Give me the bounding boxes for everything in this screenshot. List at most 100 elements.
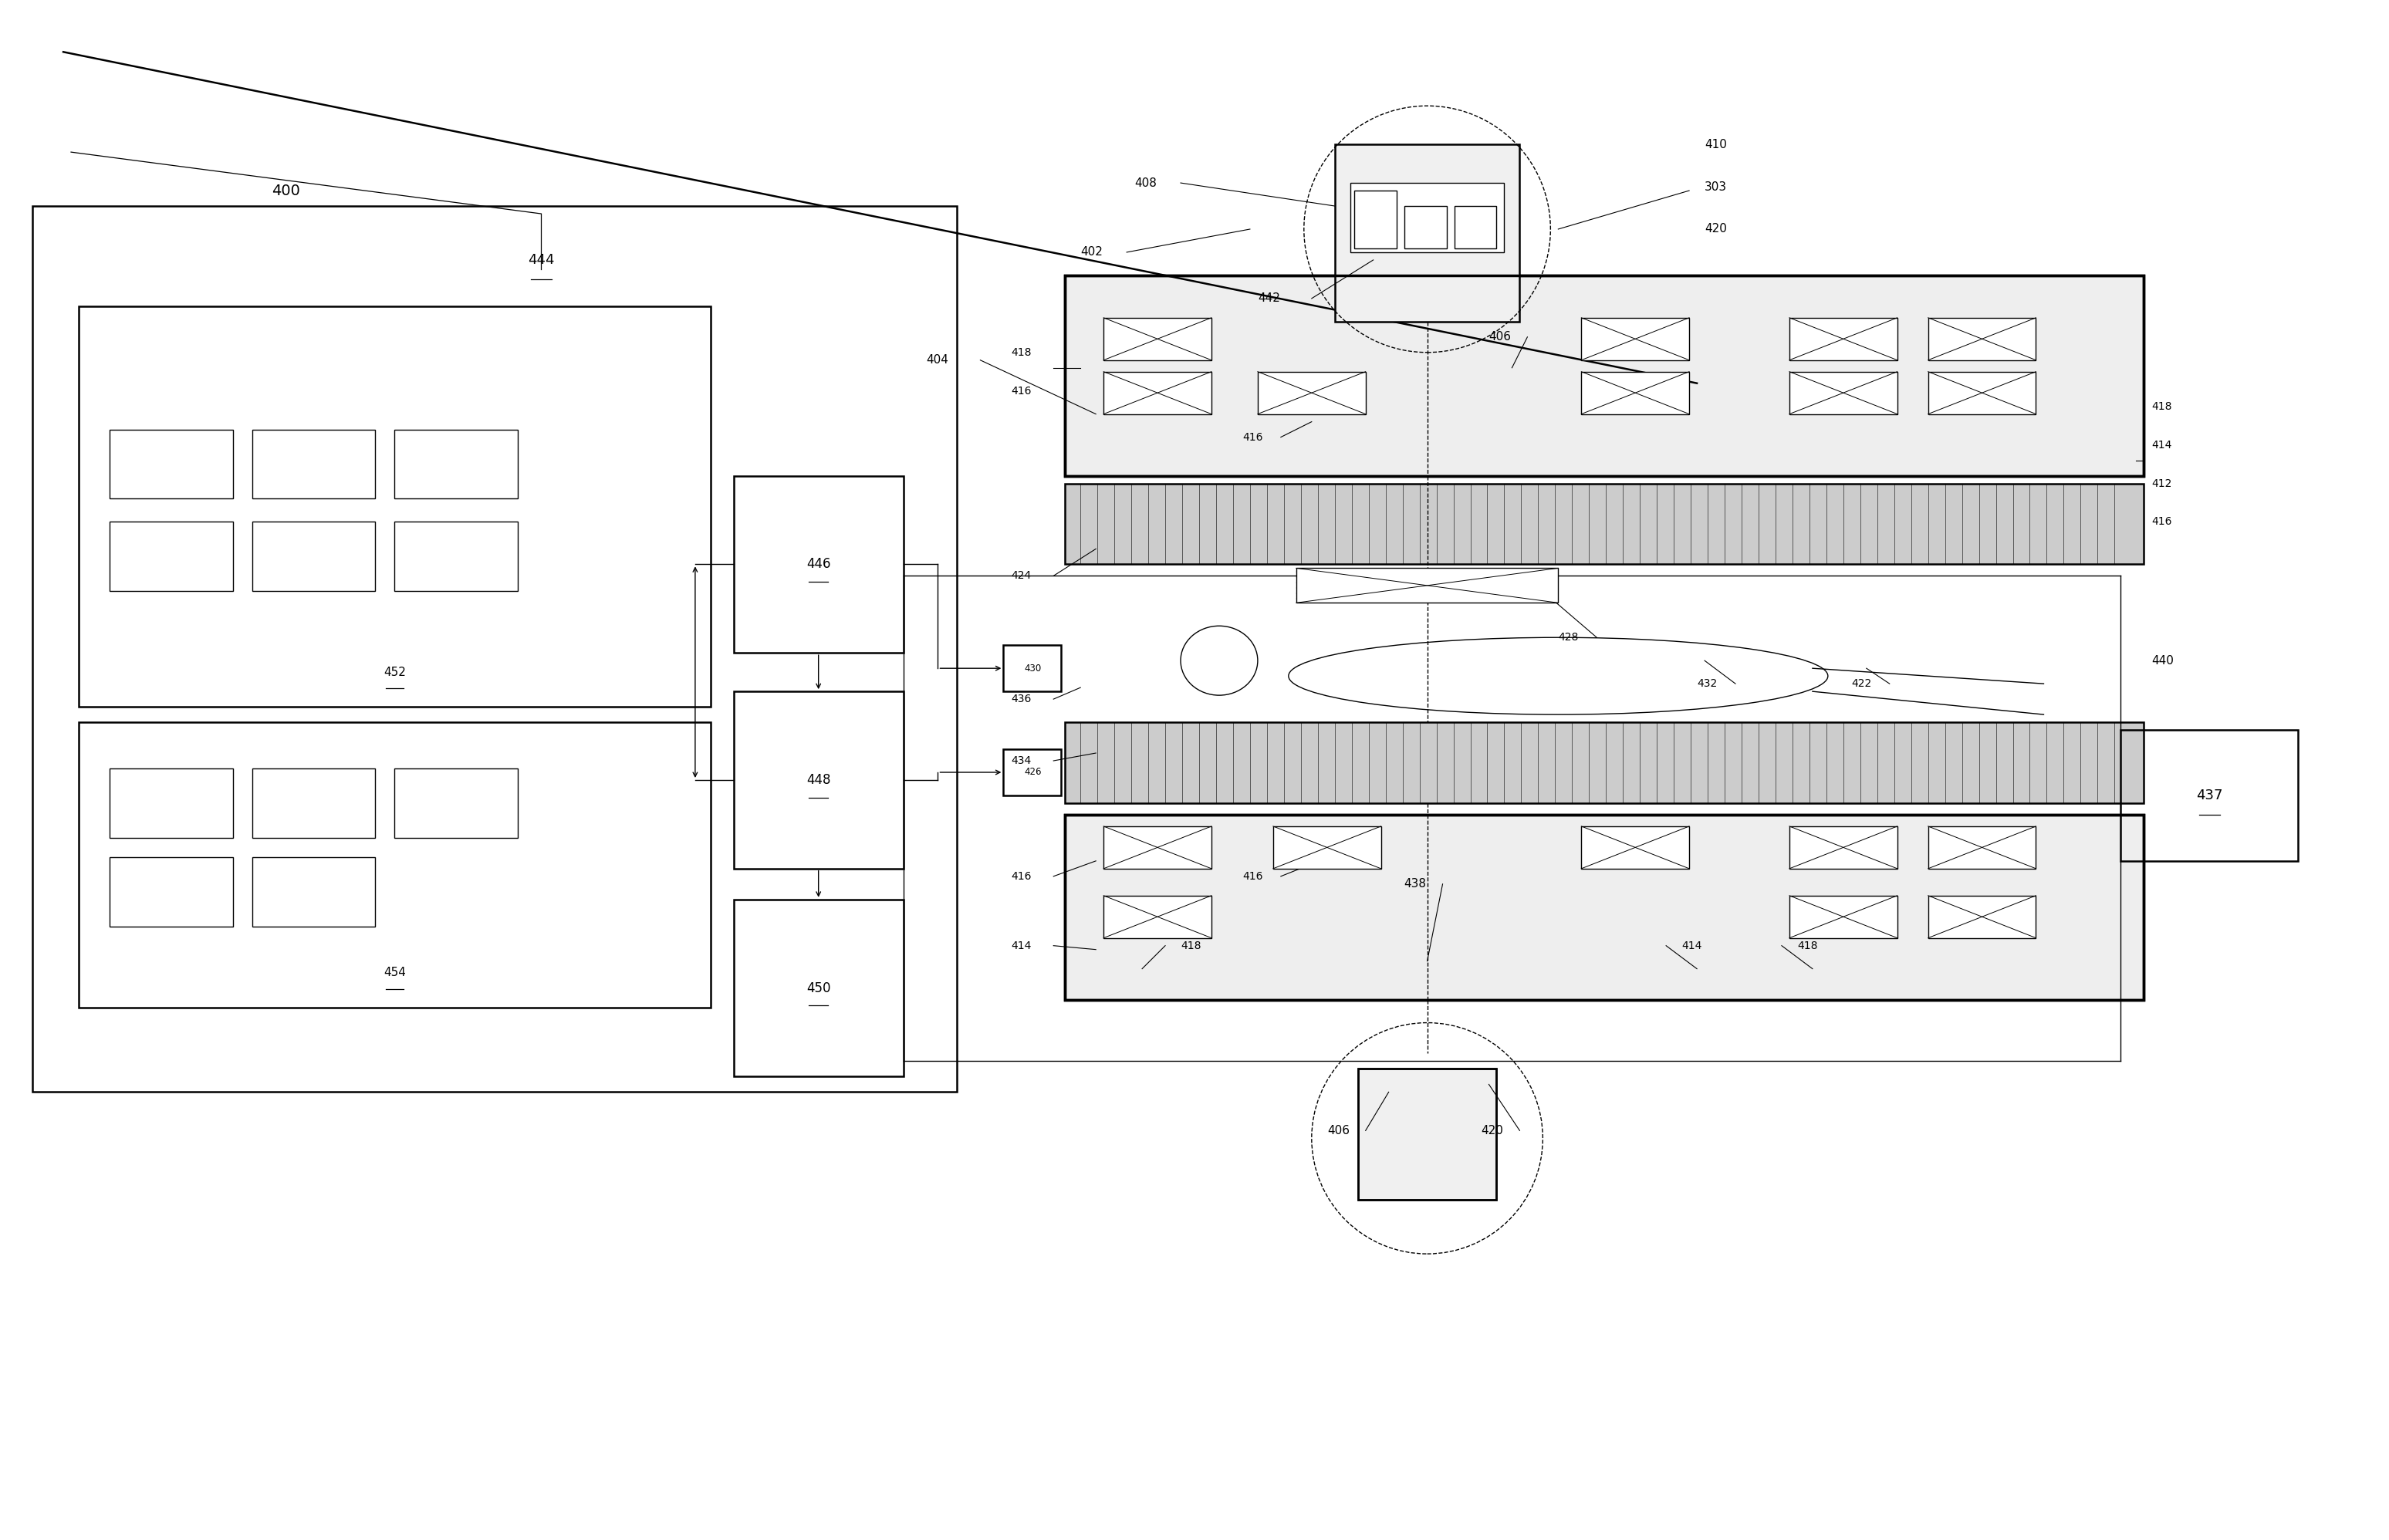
- Text: 464: 464: [303, 551, 323, 562]
- Text: 466: 466: [447, 551, 466, 562]
- Bar: [1065, 276, 2143, 476]
- Bar: [1928, 896, 2035, 938]
- Text: 436: 436: [1011, 693, 1032, 704]
- Bar: [733, 476, 903, 653]
- Text: 424: 424: [1011, 570, 1032, 581]
- Bar: [253, 768, 375, 838]
- Text: 404: 404: [927, 354, 948, 367]
- Bar: [1065, 484, 2143, 564]
- Text: 414: 414: [1011, 941, 1032, 952]
- Bar: [1789, 371, 1897, 414]
- Text: 444: 444: [528, 253, 554, 266]
- Text: 408: 408: [1135, 177, 1156, 189]
- Bar: [1789, 827, 1897, 869]
- Text: 412: 412: [2152, 477, 2172, 488]
- Bar: [110, 768, 232, 838]
- Bar: [394, 430, 518, 499]
- Bar: [1350, 183, 1505, 253]
- Text: 450: 450: [807, 981, 831, 995]
- Bar: [79, 722, 710, 1007]
- Bar: [1582, 371, 1689, 414]
- Text: 468: 468: [162, 798, 182, 809]
- Text: 442: 442: [1257, 293, 1281, 305]
- Bar: [1335, 145, 1519, 322]
- Bar: [110, 858, 232, 927]
- Text: 406: 406: [1326, 1124, 1350, 1137]
- Bar: [1104, 896, 1211, 938]
- Bar: [1104, 827, 1211, 869]
- Text: 470: 470: [303, 798, 323, 809]
- Text: 426: 426: [1025, 767, 1042, 778]
- Text: 460: 460: [447, 459, 466, 470]
- Text: 303: 303: [1706, 182, 1727, 192]
- Text: 416: 416: [1242, 872, 1264, 882]
- Text: 414: 414: [1682, 941, 1701, 952]
- Bar: [394, 522, 518, 591]
- Bar: [110, 522, 232, 591]
- Bar: [253, 430, 375, 499]
- Text: 474: 474: [162, 887, 182, 896]
- Text: 406: 406: [1488, 331, 1512, 343]
- Bar: [1582, 317, 1689, 360]
- Bar: [33, 206, 958, 1092]
- Bar: [1357, 1069, 1496, 1200]
- Bar: [1789, 317, 1897, 360]
- Text: 452: 452: [385, 667, 406, 678]
- Text: 400: 400: [272, 183, 299, 199]
- Bar: [1065, 276, 2143, 476]
- Bar: [1003, 645, 1061, 691]
- Text: 422: 422: [1851, 678, 1871, 688]
- Text: 428: 428: [1558, 631, 1579, 642]
- Bar: [1273, 827, 1381, 869]
- Text: 418: 418: [1011, 346, 1032, 357]
- Text: 414: 414: [2152, 439, 2172, 450]
- Text: 418: 418: [1180, 941, 1202, 952]
- Text: 420: 420: [1481, 1124, 1503, 1137]
- Text: 472: 472: [447, 798, 466, 809]
- Text: 416: 416: [1011, 385, 1032, 396]
- Bar: [2121, 730, 2298, 861]
- Text: 416: 416: [1011, 872, 1032, 882]
- Bar: [1789, 896, 1897, 938]
- Text: 434: 434: [1011, 755, 1032, 767]
- Text: 456: 456: [162, 459, 182, 470]
- Text: 454: 454: [385, 967, 406, 978]
- Text: 418: 418: [1797, 941, 1818, 952]
- Text: 410: 410: [1706, 139, 1727, 151]
- Bar: [1065, 722, 2143, 804]
- Text: 416: 416: [1242, 431, 1264, 442]
- Text: 418: 418: [2152, 400, 2172, 411]
- Text: 440: 440: [2152, 654, 2174, 667]
- Bar: [1297, 568, 1558, 602]
- Text: 432: 432: [1696, 678, 1718, 688]
- Bar: [1928, 317, 2035, 360]
- Bar: [1104, 317, 1211, 360]
- Bar: [1455, 206, 1496, 248]
- Bar: [1357, 1069, 1496, 1200]
- Bar: [1065, 815, 2143, 999]
- Bar: [79, 306, 710, 707]
- Bar: [1003, 748, 1061, 796]
- Text: 416: 416: [2152, 516, 2172, 527]
- Bar: [110, 430, 232, 499]
- Bar: [733, 691, 903, 869]
- Text: 458: 458: [303, 459, 323, 470]
- Text: 448: 448: [807, 773, 831, 787]
- Bar: [1257, 371, 1367, 414]
- Bar: [733, 899, 903, 1076]
- Text: 402: 402: [1080, 246, 1104, 259]
- Bar: [394, 768, 518, 838]
- Text: 446: 446: [807, 557, 831, 571]
- Bar: [1355, 191, 1398, 248]
- Bar: [253, 522, 375, 591]
- Bar: [1928, 371, 2035, 414]
- Text: 438: 438: [1405, 878, 1426, 890]
- Text: 437: 437: [2195, 788, 2222, 802]
- Bar: [1104, 371, 1211, 414]
- Text: 462: 462: [162, 551, 182, 562]
- Bar: [1065, 815, 2143, 999]
- Text: 476: 476: [303, 887, 323, 896]
- Bar: [253, 858, 375, 927]
- Text: 420: 420: [1706, 223, 1727, 236]
- Text: 430: 430: [1025, 664, 1042, 673]
